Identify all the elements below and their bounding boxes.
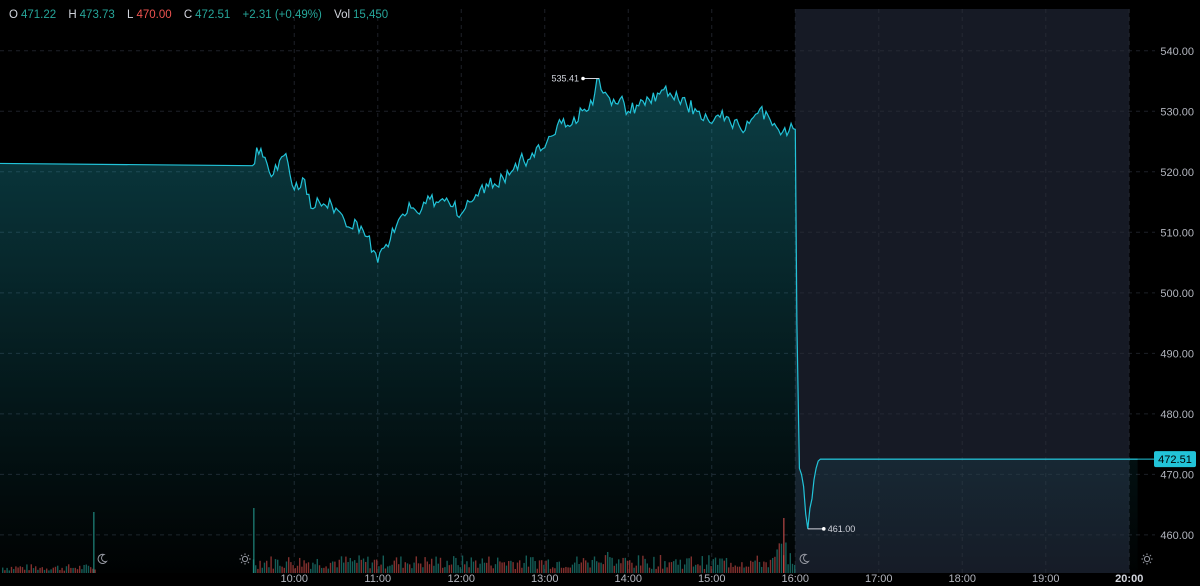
high-annotation: 535.41	[551, 74, 579, 84]
low-label: L	[127, 9, 134, 21]
y-tick-label-5: 510.00	[1160, 227, 1194, 239]
y-tick-label-7: 530.00	[1160, 106, 1194, 118]
sun-core	[1143, 555, 1151, 563]
x-tick-label-13: 20:00	[1115, 573, 1143, 585]
y-tick-label-1: 470.00	[1160, 469, 1194, 481]
ohlc-legend: O 471.22 H 473.73 L 470.00 C 472.51 +2.31 (+…	[9, 9, 397, 21]
y-tick-label-8: 540.00	[1160, 46, 1194, 58]
vol-label: Vol	[334, 9, 351, 21]
x-tick-label-6: 13:00	[531, 573, 559, 585]
x-tick-label-10: 17:00	[865, 573, 893, 585]
sun-ray	[240, 561, 243, 564]
price-line[interactable]	[0, 77, 1138, 529]
y-tick-label-2: 480.00	[1160, 409, 1194, 421]
high-label: H	[68, 9, 77, 21]
annotation-dot-1	[821, 527, 826, 531]
y-tick-label-3: 490.00	[1160, 348, 1194, 360]
close-value: 472.51	[195, 9, 231, 21]
moon-icon	[97, 553, 108, 564]
sun-ray	[247, 561, 250, 564]
x-tick-label-8: 15:00	[698, 573, 726, 585]
low-annotation: 461.00	[828, 524, 856, 534]
sun-core	[241, 555, 249, 563]
price-area-fill	[0, 78, 1138, 573]
sun-ray	[1149, 561, 1152, 564]
moon-shape	[97, 553, 108, 564]
x-tick-label-9: 16:00	[781, 573, 809, 585]
x-tick-label-4: 11:00	[364, 573, 391, 585]
sun-icon	[1141, 553, 1153, 565]
sun-ray	[240, 554, 243, 557]
moon-shape	[799, 553, 810, 564]
sun-ray	[1149, 554, 1152, 557]
close-label: C	[183, 9, 193, 21]
x-tick-label-12: 19:00	[1032, 573, 1060, 585]
low-value: 470.00	[136, 9, 172, 21]
last-price-label: 472.51	[1158, 454, 1192, 466]
open-value: 471.22	[20, 9, 57, 21]
sun-ray	[1142, 554, 1145, 557]
sun-ray	[1142, 561, 1145, 564]
high-value: 473.73	[79, 9, 115, 21]
sun-ray	[247, 554, 250, 557]
last-price-badge	[1154, 451, 1196, 468]
y-tick-label-6: 520.00	[1160, 167, 1194, 179]
annotation-dot-0	[581, 76, 585, 81]
x-tick-label-3: 10:00	[280, 573, 308, 585]
y-tick-label-0: 460.00	[1160, 530, 1194, 542]
sun-icon	[239, 553, 251, 565]
x-tick-label-11: 18:00	[948, 573, 976, 585]
open-label: O	[9, 9, 18, 21]
moon-icon	[799, 553, 810, 564]
y-tick-label-4: 500.00	[1160, 288, 1194, 300]
vol-value: 15,450	[353, 9, 389, 21]
x-tick-label-7: 14:00	[614, 573, 642, 585]
x-tick-label-5: 12:00	[447, 573, 475, 585]
change-value: +2.31 (+0.49%)	[242, 9, 322, 21]
